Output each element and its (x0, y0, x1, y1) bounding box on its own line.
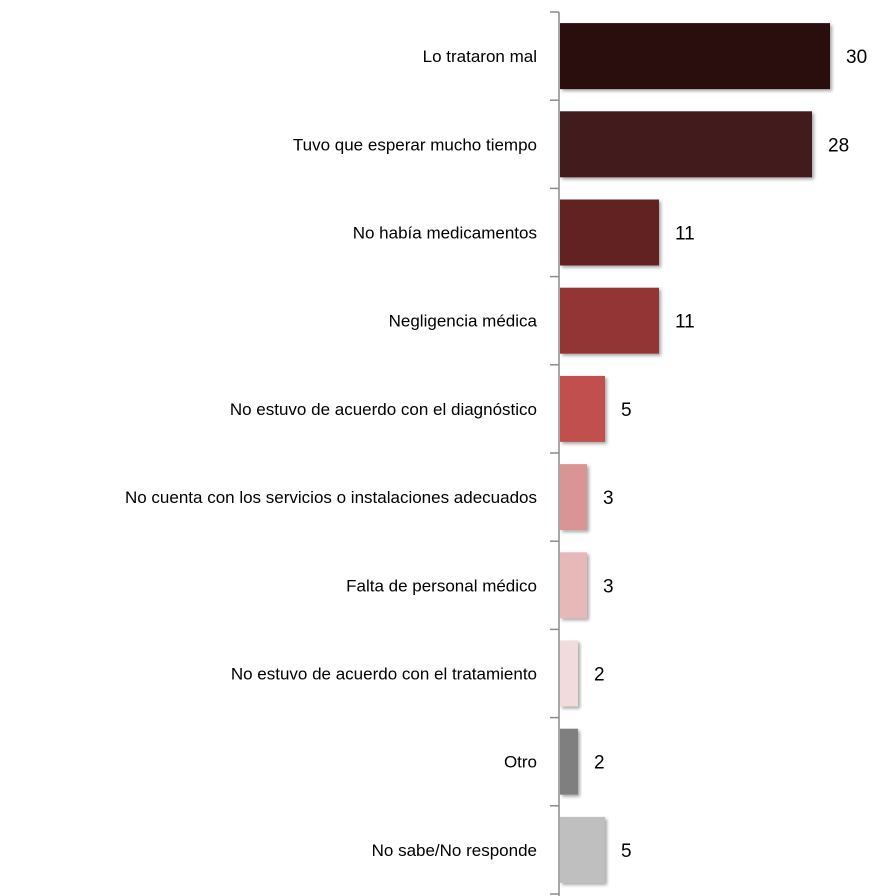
category-labels: Lo trataron mal Tuvo que esperar mucho ti… (125, 47, 538, 860)
bar (560, 199, 659, 266)
bar (560, 23, 830, 90)
category-label: No cuenta con los servicios o instalacio… (125, 488, 537, 507)
data-label: 30 (846, 47, 867, 68)
category-label: No sabe/No responde (372, 841, 537, 860)
data-labels: 30 28 11 11 5 3 3 2 2 5 (594, 47, 867, 862)
category-label: No había medicamentos (353, 224, 537, 243)
bar (560, 552, 587, 619)
data-label: 11 (675, 312, 695, 333)
bar (560, 111, 812, 178)
bar (560, 375, 605, 442)
bar (560, 728, 578, 795)
category-label: Falta de personal médico (346, 576, 537, 595)
category-label: Otro (504, 753, 537, 772)
bar (560, 640, 578, 707)
category-label: Negligencia médica (389, 312, 538, 331)
bar (560, 816, 605, 883)
bars (560, 23, 830, 883)
category-label: Tuvo que esperar mucho tiempo (293, 135, 537, 154)
category-axis (550, 11, 560, 896)
data-label: 5 (621, 400, 632, 421)
data-label: 3 (603, 488, 614, 509)
data-label: 2 (594, 665, 605, 686)
category-label: Lo trataron mal (423, 47, 537, 66)
data-label: 5 (621, 841, 632, 862)
category-label: No estuvo de acuerdo con el tratamiento (231, 665, 537, 684)
data-label: 28 (828, 135, 849, 156)
category-label: No estuvo de acuerdo con el diagnóstico (230, 400, 537, 419)
bar (560, 464, 587, 531)
data-label: 11 (675, 224, 695, 245)
data-label: 3 (603, 576, 614, 597)
data-label: 2 (594, 753, 605, 774)
bar (560, 287, 659, 354)
